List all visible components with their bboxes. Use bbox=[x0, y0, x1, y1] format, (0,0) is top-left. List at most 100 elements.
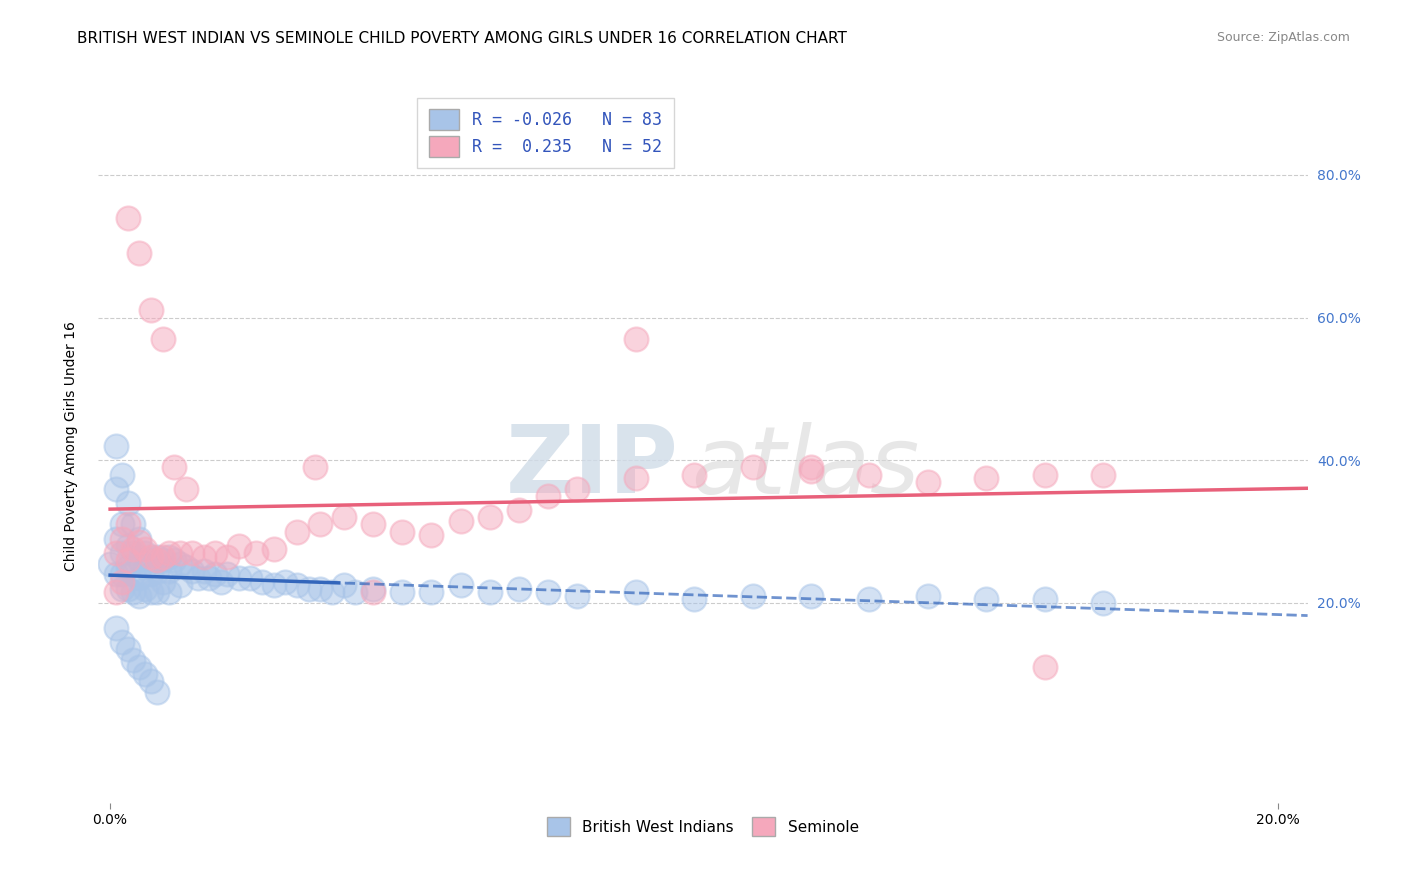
Point bbox=[361, 582, 384, 596]
Point bbox=[152, 574, 174, 589]
Point bbox=[209, 574, 232, 589]
Point bbox=[128, 532, 150, 546]
Point bbox=[104, 585, 127, 599]
Point bbox=[157, 585, 180, 599]
Point bbox=[134, 582, 156, 596]
Y-axis label: Child Poverty Among Girls Under 16: Child Poverty Among Girls Under 16 bbox=[63, 321, 77, 571]
Point bbox=[304, 460, 326, 475]
Point bbox=[858, 592, 880, 607]
Point bbox=[104, 567, 127, 582]
Point bbox=[204, 567, 226, 582]
Point bbox=[111, 517, 134, 532]
Point bbox=[683, 467, 706, 482]
Point bbox=[187, 571, 209, 585]
Point bbox=[169, 546, 191, 560]
Point bbox=[139, 553, 162, 567]
Point bbox=[104, 439, 127, 453]
Point bbox=[228, 539, 250, 553]
Point bbox=[104, 532, 127, 546]
Point bbox=[1033, 467, 1056, 482]
Point bbox=[134, 546, 156, 560]
Point bbox=[117, 553, 139, 567]
Point bbox=[478, 510, 501, 524]
Point bbox=[245, 546, 267, 560]
Point bbox=[332, 578, 354, 592]
Text: BRITISH WEST INDIAN VS SEMINOLE CHILD POVERTY AMONG GIRLS UNDER 16 CORRELATION C: BRITISH WEST INDIAN VS SEMINOLE CHILD PO… bbox=[77, 31, 848, 46]
Point bbox=[146, 549, 169, 564]
Point bbox=[117, 539, 139, 553]
Point bbox=[1033, 592, 1056, 607]
Point bbox=[450, 514, 472, 528]
Point bbox=[146, 685, 169, 699]
Point bbox=[117, 496, 139, 510]
Point bbox=[917, 475, 939, 489]
Point bbox=[391, 524, 413, 539]
Point bbox=[567, 589, 589, 603]
Point bbox=[508, 503, 530, 517]
Point bbox=[450, 578, 472, 592]
Point bbox=[193, 564, 215, 578]
Point bbox=[117, 517, 139, 532]
Point bbox=[858, 467, 880, 482]
Point bbox=[157, 564, 180, 578]
Point bbox=[204, 546, 226, 560]
Point bbox=[98, 557, 121, 571]
Point bbox=[157, 546, 180, 560]
Point bbox=[800, 460, 823, 475]
Point bbox=[361, 517, 384, 532]
Point bbox=[134, 542, 156, 557]
Text: ZIP: ZIP bbox=[506, 421, 679, 514]
Point bbox=[800, 464, 823, 478]
Point bbox=[111, 574, 134, 589]
Point bbox=[624, 585, 647, 599]
Point bbox=[285, 578, 308, 592]
Point bbox=[215, 549, 238, 564]
Point bbox=[117, 582, 139, 596]
Point bbox=[321, 585, 343, 599]
Point bbox=[146, 585, 169, 599]
Point bbox=[152, 332, 174, 346]
Point bbox=[1033, 660, 1056, 674]
Point bbox=[228, 571, 250, 585]
Point bbox=[624, 471, 647, 485]
Point bbox=[180, 546, 202, 560]
Point bbox=[215, 567, 238, 582]
Point bbox=[139, 585, 162, 599]
Point bbox=[104, 621, 127, 635]
Point bbox=[134, 667, 156, 681]
Point bbox=[139, 674, 162, 689]
Point bbox=[361, 585, 384, 599]
Point bbox=[391, 585, 413, 599]
Point bbox=[683, 592, 706, 607]
Legend: British West Indians, Seminole: British West Indians, Seminole bbox=[538, 808, 868, 845]
Point bbox=[122, 542, 145, 557]
Point bbox=[139, 303, 162, 318]
Point bbox=[152, 553, 174, 567]
Point bbox=[344, 585, 367, 599]
Point bbox=[169, 557, 191, 571]
Point bbox=[111, 467, 134, 482]
Point bbox=[122, 517, 145, 532]
Point bbox=[198, 571, 221, 585]
Point bbox=[117, 211, 139, 225]
Text: atlas: atlas bbox=[690, 422, 920, 513]
Point bbox=[285, 524, 308, 539]
Point bbox=[122, 585, 145, 599]
Point bbox=[128, 246, 150, 260]
Point bbox=[309, 582, 332, 596]
Point bbox=[298, 582, 321, 596]
Point bbox=[128, 553, 150, 567]
Point bbox=[117, 642, 139, 657]
Point bbox=[111, 546, 134, 560]
Point bbox=[250, 574, 273, 589]
Point bbox=[174, 560, 197, 574]
Point bbox=[508, 582, 530, 596]
Point bbox=[146, 564, 169, 578]
Point bbox=[239, 571, 262, 585]
Point bbox=[537, 585, 560, 599]
Text: Source: ZipAtlas.com: Source: ZipAtlas.com bbox=[1216, 31, 1350, 45]
Point bbox=[104, 546, 127, 560]
Point bbox=[1092, 596, 1115, 610]
Point bbox=[128, 535, 150, 549]
Point bbox=[917, 589, 939, 603]
